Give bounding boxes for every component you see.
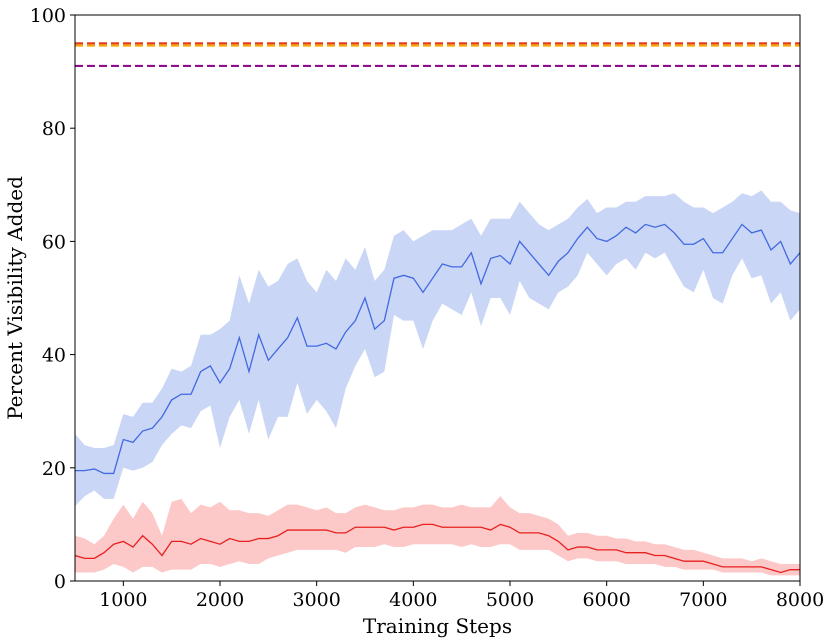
x-tick-label-5000: 5000 [486,589,534,611]
x-tick-label-6000: 6000 [582,589,630,611]
x-axis-label: Training Steps [363,614,512,638]
y-tick-label-40: 40 [42,345,66,367]
x-tick-label-7000: 7000 [679,589,727,611]
y-tick-label-0: 0 [54,571,66,593]
y-axis-label: Percent Visibility Added [3,176,27,420]
y-tick-label-80: 80 [42,118,66,140]
series-1-band [75,496,800,576]
plot-frame [74,14,801,582]
series-0-line [75,223,800,475]
y-tick-label-20: 20 [42,458,66,480]
x-tick-label-2000: 2000 [196,589,244,611]
x-tick-label-4000: 4000 [389,589,437,611]
x-tick-label-8000: 8000 [776,589,824,611]
y-tick-label-60: 60 [42,231,66,253]
x-tick-label-1000: 1000 [99,589,147,611]
x-tick-label-3000: 3000 [292,589,340,611]
series-1-line [75,523,800,574]
series-0-band [75,190,800,507]
y-tick-label-100: 100 [30,5,66,27]
